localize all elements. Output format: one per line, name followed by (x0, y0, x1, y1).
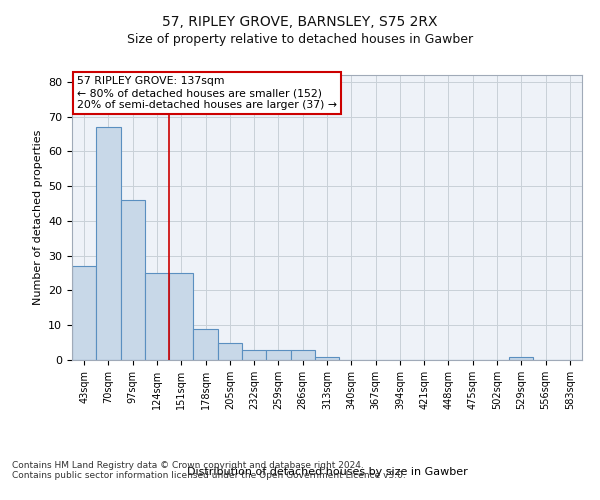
Bar (169, 273, 193, 360)
Bar (145, 273, 169, 360)
Bar (242, 350, 266, 360)
Bar (218, 342, 242, 360)
X-axis label: Distribution of detached houses by size in Gawber: Distribution of detached houses by size … (187, 468, 467, 477)
Bar (266, 350, 290, 360)
Text: 57, RIPLEY GROVE, BARNSLEY, S75 2RX: 57, RIPLEY GROVE, BARNSLEY, S75 2RX (162, 15, 438, 29)
Bar (315, 356, 339, 360)
Text: Contains HM Land Registry data © Crown copyright and database right 2024.
Contai: Contains HM Land Registry data © Crown c… (12, 460, 406, 480)
Text: Size of property relative to detached houses in Gawber: Size of property relative to detached ho… (127, 32, 473, 46)
Text: 57 RIPLEY GROVE: 137sqm
← 80% of detached houses are smaller (152)
20% of semi-d: 57 RIPLEY GROVE: 137sqm ← 80% of detache… (77, 76, 337, 110)
Bar (290, 350, 315, 360)
Bar (72, 266, 96, 360)
Bar (509, 356, 533, 360)
Bar (193, 328, 218, 360)
Y-axis label: Number of detached properties: Number of detached properties (32, 130, 43, 305)
Bar (121, 200, 145, 360)
Bar (96, 127, 121, 360)
